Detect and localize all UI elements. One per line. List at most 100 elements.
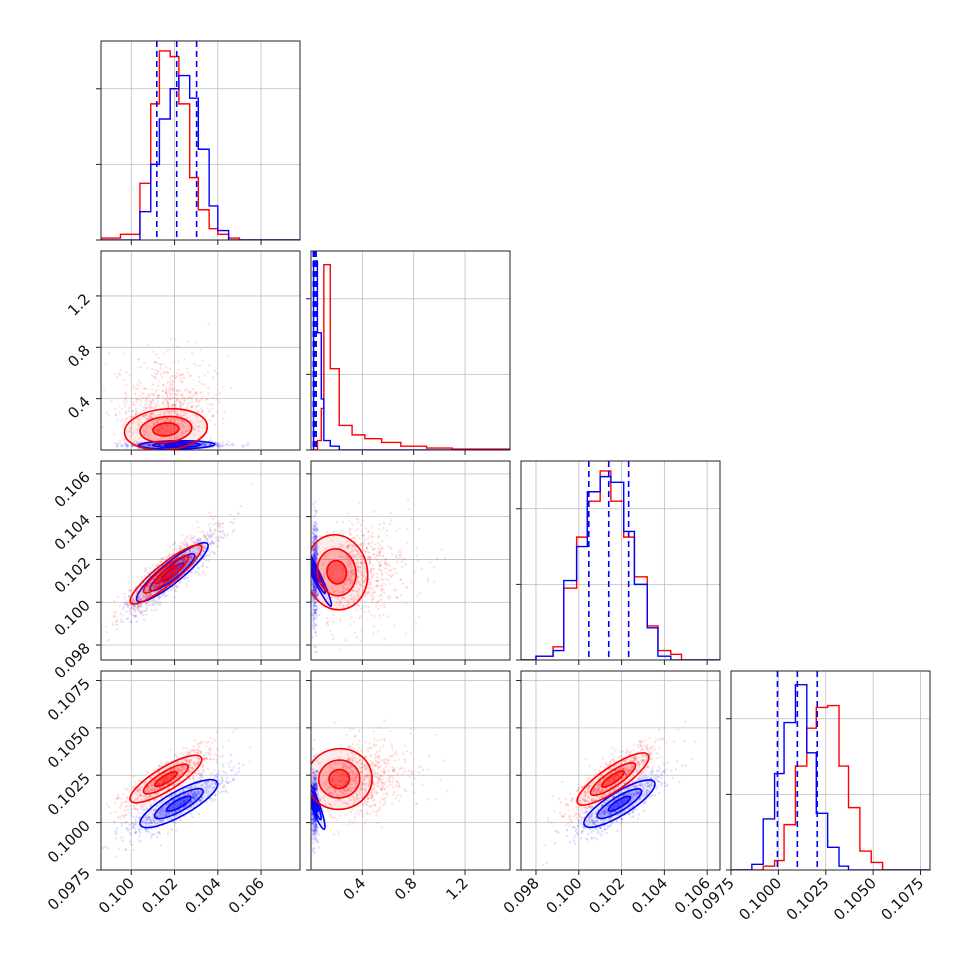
grid [361, 251, 466, 450]
scatter-point-red [169, 393, 172, 397]
scatter-point-blue [199, 537, 203, 541]
scatter-point-blue [218, 441, 221, 445]
scatter-point-red [405, 585, 409, 589]
scatter-point-red [183, 440, 186, 443]
scatter-point-red [410, 581, 413, 584]
scatter-point-red [443, 556, 447, 559]
scatter-point-blue [313, 601, 316, 604]
scatter-point-red [206, 407, 209, 410]
scatter-point-red [179, 560, 183, 564]
scatter-point-blue [311, 582, 315, 586]
scatter-point-red [135, 411, 138, 414]
scatter-point-red [386, 544, 390, 548]
scatter-point-red [174, 556, 177, 559]
scatter-point-blue [153, 833, 156, 836]
scatter-point-red [161, 401, 164, 404]
scatter-point-blue [147, 443, 151, 446]
scatter-point-red [107, 351, 111, 355]
scatter-point-red [135, 400, 138, 403]
scatter-point-red [154, 353, 158, 356]
histogram-red [521, 470, 720, 660]
scatter-point-red [369, 578, 372, 581]
scatter-point-red [205, 531, 209, 534]
scatter-point-red [370, 541, 374, 544]
scatter-point-blue [314, 554, 317, 557]
scatter-point-red [181, 374, 184, 377]
scatter-point-red [370, 572, 373, 575]
scatter-point-red [184, 387, 188, 391]
scatter-point-red [398, 527, 401, 530]
scatter-point-blue [208, 529, 212, 532]
scatter-point-blue [313, 592, 316, 595]
scatter-point-red [105, 411, 108, 415]
scatter-point-red [174, 404, 178, 407]
scatter-point-blue [221, 443, 224, 446]
scatter-point-red [200, 426, 204, 429]
scatter-point-red [189, 538, 192, 541]
scatter-point-blue [313, 612, 316, 615]
scatter-point-blue [186, 544, 189, 547]
scatter-point-red [195, 364, 198, 367]
scatter-point-blue [115, 619, 119, 622]
scatter-point-red [175, 585, 179, 589]
scatter-point-red [93, 421, 95, 423]
scatter-point-red [212, 523, 215, 526]
scatter-point-red [207, 555, 210, 558]
scatter-point-red [190, 536, 193, 539]
scatter-point-red [166, 371, 169, 374]
scatter-point-red [176, 389, 179, 392]
scatter-point-red [156, 388, 159, 391]
scatter-point-red [161, 383, 165, 387]
scatter-point-red [162, 432, 165, 435]
scatter-point-red [131, 387, 135, 390]
scatter-point-red [383, 560, 387, 564]
scatter-point-blue [231, 442, 234, 445]
scatter-point-blue [164, 595, 168, 598]
scatter-point-blue [142, 613, 145, 617]
scatter-point-blue [220, 781, 224, 785]
scatter-point-red [196, 538, 199, 542]
scatter-point-blue [203, 442, 206, 446]
scatter-point-red [178, 373, 181, 377]
scatter-point-blue [226, 440, 230, 444]
scatter-point-red [104, 363, 107, 366]
scatter-point-red [181, 396, 184, 399]
scatter-point-red [145, 568, 149, 572]
scatter-point-red [347, 527, 351, 530]
scatter-point-red [214, 515, 217, 518]
scatter-point-blue [157, 443, 161, 447]
scatter-point-blue [312, 596, 315, 600]
scatter-point-blue [197, 566, 200, 569]
scatter-point-red [154, 403, 158, 406]
scatter-point-red [148, 414, 151, 418]
scatter-point-red [191, 557, 195, 560]
scatter-point-blue [139, 605, 143, 608]
scatter-point-red [166, 554, 169, 557]
scatter-point-red [360, 629, 363, 632]
scatter-point-blue [161, 444, 164, 447]
scatter-point-blue [311, 549, 314, 552]
y-tick-label: 0.100 [51, 596, 94, 639]
scatter-point-blue [313, 553, 316, 556]
scatter-point-red [162, 424, 165, 427]
scatter-point-red [137, 358, 141, 361]
scatter-point-blue [142, 595, 145, 599]
scatter-point-red [121, 426, 125, 430]
scatter-point-blue [193, 443, 196, 447]
scatter-point-red [181, 553, 184, 556]
scatter-point-blue [130, 821, 134, 825]
scatter-point-red [329, 565, 332, 568]
scatter-point-red [211, 414, 215, 418]
scatter-point-blue [311, 609, 314, 612]
scatter-point-red [114, 414, 118, 417]
scatter-point-blue [313, 591, 316, 594]
scatter-point-red [359, 523, 363, 526]
scatter-point-red [193, 534, 196, 538]
scatter-point-blue [162, 444, 165, 447]
scatter-point-red [184, 538, 187, 541]
scatter-point-blue [155, 836, 159, 839]
scatter-point-blue [313, 524, 316, 528]
scatter-point-red [152, 394, 155, 397]
scatter-point-red [196, 520, 199, 523]
